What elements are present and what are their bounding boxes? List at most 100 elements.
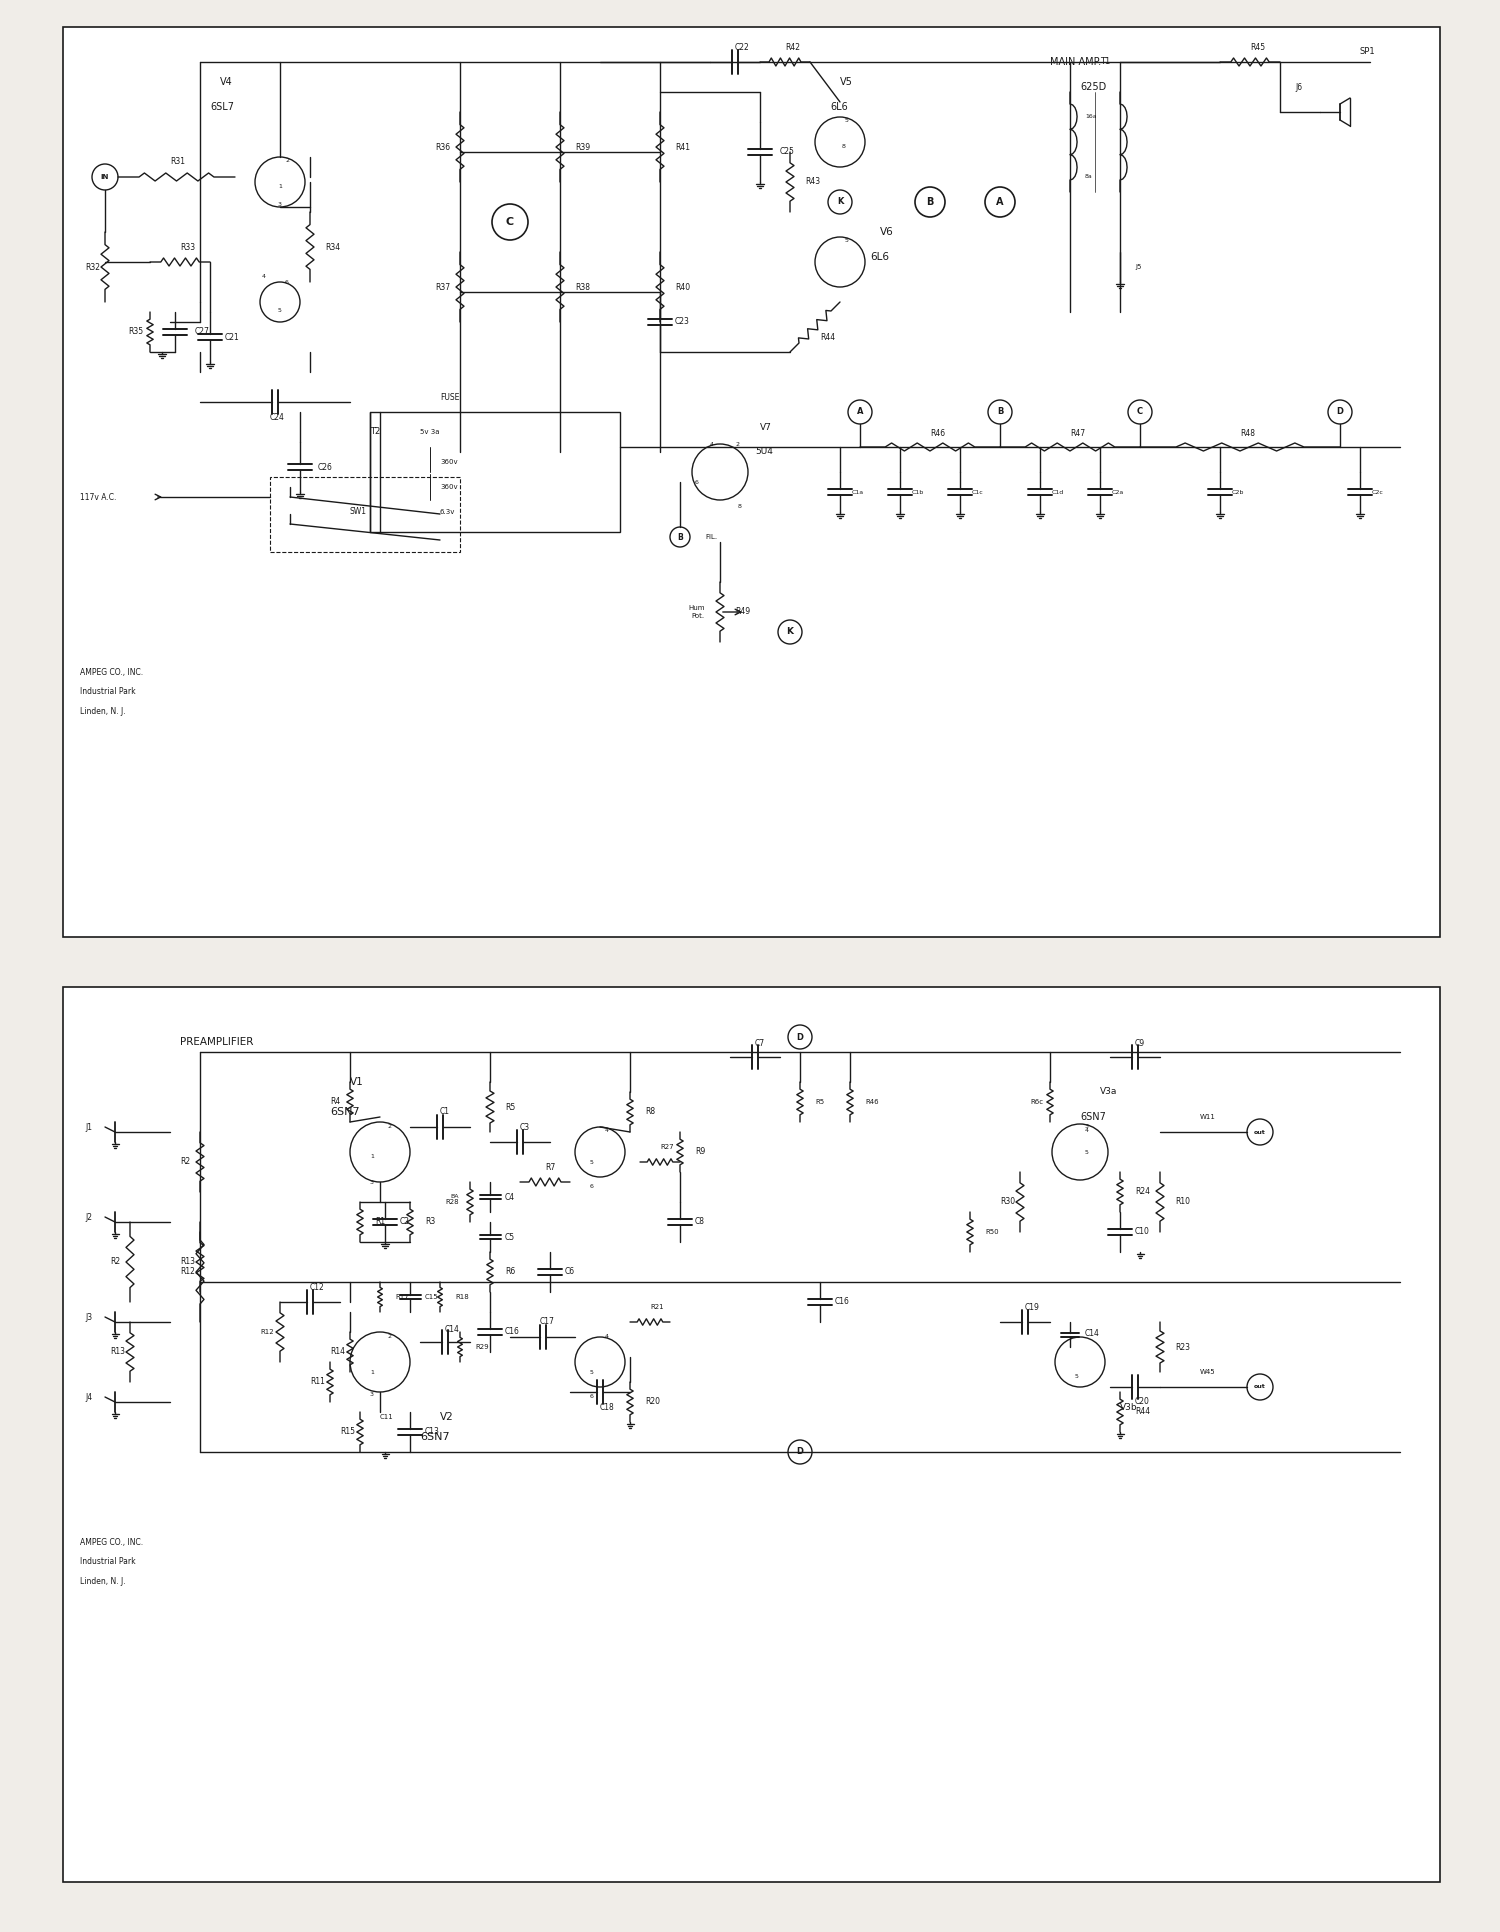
Text: R6c: R6c bbox=[1030, 1099, 1042, 1105]
Text: out: out bbox=[1254, 1385, 1266, 1389]
Text: C7: C7 bbox=[754, 1039, 765, 1049]
Text: 6SL7: 6SL7 bbox=[210, 102, 234, 112]
Text: C14: C14 bbox=[1084, 1329, 1100, 1339]
Text: 3: 3 bbox=[1084, 1124, 1089, 1130]
Text: 625D: 625D bbox=[1080, 81, 1106, 93]
Text: 117v A.C.: 117v A.C. bbox=[80, 493, 117, 502]
Text: R49: R49 bbox=[735, 607, 750, 616]
Text: C9: C9 bbox=[1136, 1039, 1144, 1049]
Text: 5: 5 bbox=[590, 1370, 594, 1374]
Text: R46: R46 bbox=[865, 1099, 879, 1105]
Text: V1: V1 bbox=[350, 1076, 363, 1088]
Text: R15: R15 bbox=[340, 1428, 356, 1437]
Text: 4: 4 bbox=[604, 1335, 609, 1339]
Text: C: C bbox=[1137, 408, 1143, 417]
Text: W11: W11 bbox=[1200, 1115, 1216, 1121]
Text: R41: R41 bbox=[675, 143, 690, 151]
Text: 6L6: 6L6 bbox=[870, 251, 889, 263]
Text: R37: R37 bbox=[435, 282, 450, 292]
Text: J6: J6 bbox=[1294, 83, 1302, 91]
Text: R34: R34 bbox=[326, 243, 340, 251]
Text: R12: R12 bbox=[180, 1267, 195, 1277]
Text: V2: V2 bbox=[440, 1412, 453, 1422]
Text: C11: C11 bbox=[380, 1414, 393, 1420]
Text: R28: R28 bbox=[446, 1200, 459, 1206]
Text: R46: R46 bbox=[930, 429, 945, 439]
Text: C15: C15 bbox=[424, 1294, 438, 1300]
Text: C6: C6 bbox=[566, 1267, 574, 1277]
Text: C1d: C1d bbox=[1052, 489, 1065, 495]
Text: BA: BA bbox=[450, 1194, 459, 1200]
Text: C25: C25 bbox=[780, 147, 795, 156]
Text: R5: R5 bbox=[506, 1103, 516, 1111]
Text: C17: C17 bbox=[540, 1318, 555, 1327]
Text: PREAMPLIFIER: PREAMPLIFIER bbox=[180, 1037, 254, 1047]
Text: 4: 4 bbox=[710, 442, 714, 446]
Text: R31: R31 bbox=[170, 158, 184, 166]
Text: R20: R20 bbox=[645, 1397, 660, 1406]
Text: C18: C18 bbox=[600, 1403, 615, 1412]
Text: R13: R13 bbox=[180, 1258, 195, 1267]
Text: C14: C14 bbox=[446, 1325, 460, 1333]
Text: C12: C12 bbox=[310, 1283, 324, 1291]
Text: 6: 6 bbox=[590, 1395, 594, 1399]
Text: 5v 3a: 5v 3a bbox=[420, 429, 440, 435]
Text: 6L6: 6L6 bbox=[830, 102, 848, 112]
Text: R23: R23 bbox=[1174, 1343, 1190, 1352]
Text: 2: 2 bbox=[735, 442, 740, 446]
Text: R9: R9 bbox=[694, 1148, 705, 1157]
Text: J5: J5 bbox=[1136, 265, 1142, 270]
Text: C24: C24 bbox=[270, 413, 285, 421]
Text: D: D bbox=[796, 1032, 804, 1041]
Text: 6: 6 bbox=[590, 1184, 594, 1190]
Text: 5: 5 bbox=[590, 1159, 594, 1165]
Text: A: A bbox=[996, 197, 1004, 207]
Text: C2b: C2b bbox=[1232, 489, 1245, 495]
Text: R39: R39 bbox=[574, 143, 590, 151]
Text: D: D bbox=[796, 1447, 804, 1457]
Text: 3: 3 bbox=[370, 1180, 374, 1184]
Text: 8a: 8a bbox=[1084, 174, 1092, 180]
Text: R5: R5 bbox=[815, 1099, 824, 1105]
Text: C5: C5 bbox=[506, 1233, 515, 1242]
Text: 6: 6 bbox=[285, 280, 290, 284]
Text: 8: 8 bbox=[738, 504, 742, 510]
Text: R45: R45 bbox=[1250, 43, 1264, 52]
Text: C13: C13 bbox=[424, 1428, 439, 1437]
Text: C27: C27 bbox=[195, 328, 210, 336]
Text: 5: 5 bbox=[1084, 1150, 1089, 1155]
Text: 6.3v: 6.3v bbox=[440, 508, 456, 516]
Bar bbox=[370, 412, 620, 531]
Text: 360v: 360v bbox=[440, 485, 458, 491]
Text: SP1: SP1 bbox=[1360, 48, 1376, 56]
Text: R24: R24 bbox=[1136, 1188, 1150, 1196]
Text: V6: V6 bbox=[880, 226, 894, 238]
Text: C1a: C1a bbox=[852, 489, 864, 495]
Text: R13: R13 bbox=[110, 1347, 125, 1356]
Text: IN: IN bbox=[100, 174, 109, 180]
Text: Industrial Park: Industrial Park bbox=[80, 688, 135, 697]
Text: D: D bbox=[1336, 408, 1344, 417]
Text: 6: 6 bbox=[694, 479, 699, 485]
Text: 5: 5 bbox=[844, 118, 849, 122]
Text: T2: T2 bbox=[370, 427, 381, 437]
Text: AMPEG CO., INC.: AMPEG CO., INC. bbox=[80, 1538, 142, 1546]
Text: 4: 4 bbox=[604, 1128, 609, 1132]
Text: R33: R33 bbox=[180, 243, 195, 251]
Text: 6SN7: 6SN7 bbox=[420, 1432, 450, 1441]
Text: C26: C26 bbox=[318, 462, 333, 471]
Text: out: out bbox=[1254, 1130, 1266, 1134]
Text: 1: 1 bbox=[370, 1370, 374, 1374]
Text: C2: C2 bbox=[400, 1217, 410, 1227]
Text: J1: J1 bbox=[86, 1122, 92, 1132]
Text: C1c: C1c bbox=[972, 489, 984, 495]
Text: K: K bbox=[837, 197, 843, 207]
Text: R42: R42 bbox=[784, 43, 800, 52]
Text: R3: R3 bbox=[424, 1217, 435, 1227]
Text: B: B bbox=[998, 408, 1004, 417]
Text: B: B bbox=[927, 197, 933, 207]
Text: W45: W45 bbox=[1200, 1370, 1215, 1376]
Text: MAIN AMP.: MAIN AMP. bbox=[1050, 58, 1101, 68]
Text: R2: R2 bbox=[180, 1157, 190, 1167]
Text: C23: C23 bbox=[675, 317, 690, 327]
